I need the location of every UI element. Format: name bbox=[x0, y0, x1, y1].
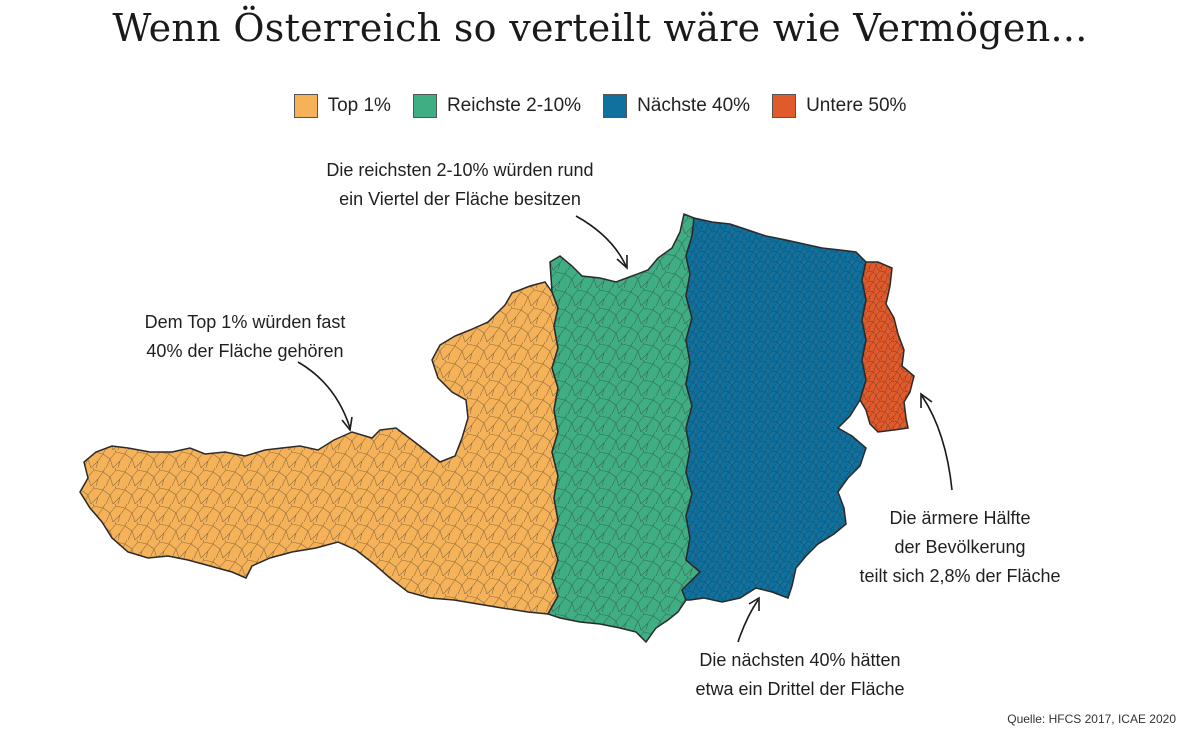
region-reichste bbox=[546, 212, 702, 644]
annotation-naechste-line1: Die nächsten 40% hätten bbox=[699, 650, 901, 670]
region-untere bbox=[859, 261, 915, 433]
annotation-untere-line3: teilt sich 2,8% der Fläche bbox=[859, 566, 1061, 586]
arrow-reichste-head bbox=[616, 255, 628, 270]
legend-swatch-top1 bbox=[293, 94, 318, 118]
legend-item-top1: Top 1% bbox=[293, 94, 391, 118]
legend-swatch-naechste bbox=[603, 94, 628, 118]
legend-item-untere: Untere 50% bbox=[772, 94, 906, 118]
annotation-top1-line2: 40% der Fläche gehören bbox=[146, 341, 344, 361]
annotation-untere-line2: der Bevölkerung bbox=[894, 537, 1026, 557]
annotation-reichste-line2: ein Viertel der Fläche besitzen bbox=[339, 189, 581, 209]
arrow-top1-head bbox=[341, 416, 353, 432]
legend-label-untere: Untere 50% bbox=[806, 95, 907, 116]
legend-item-reichste: Reichste 2-10% bbox=[412, 94, 582, 118]
legend-swatch-reichste bbox=[412, 94, 437, 118]
arrow-naechste bbox=[737, 599, 759, 643]
legend: Top 1% Reichste 2-10% Nächste 40% Untere… bbox=[0, 94, 1200, 118]
legend-label-top1: Top 1% bbox=[327, 95, 391, 116]
legend-swatch-untere bbox=[772, 94, 797, 118]
region-naechste bbox=[681, 217, 867, 603]
annotation-reichste: Die reichsten 2-10% würden rund ein Vier… bbox=[300, 156, 620, 214]
legend-label-reichste: Reichste 2-10% bbox=[446, 95, 582, 116]
map-title: Wenn Österreich so verteilt wäre wie Ver… bbox=[112, 6, 1088, 50]
arrow-untere bbox=[921, 395, 953, 491]
source-note: Quelle: HFCS 2017, ICAE 2020 bbox=[1007, 712, 1176, 726]
annotation-arrows bbox=[297, 215, 953, 643]
annotation-naechste-line2: etwa ein Drittel der Fläche bbox=[695, 679, 905, 699]
legend-label-naechste: Nächste 40% bbox=[637, 95, 751, 116]
annotation-top1-line1: Dem Top 1% würden fast bbox=[144, 312, 346, 332]
annotation-untere-line1: Die ärmere Hälfte bbox=[889, 508, 1031, 528]
arrow-naechste-head bbox=[748, 596, 760, 611]
legend-item-naechste: Nächste 40% bbox=[603, 94, 750, 118]
annotation-untere: Die ärmere Hälfte der Bevölkerung teilt … bbox=[840, 504, 1080, 591]
annotation-naechste: Die nächsten 40% hätten etwa ein Drittel… bbox=[670, 646, 930, 704]
annotation-top1: Dem Top 1% würden fast 40% der Fläche ge… bbox=[120, 308, 370, 366]
arrow-reichste bbox=[575, 215, 627, 267]
annotation-reichste-line1: Die reichsten 2-10% würden rund bbox=[326, 160, 594, 180]
arrow-untere-head bbox=[920, 392, 933, 408]
arrow-top1 bbox=[297, 361, 351, 429]
